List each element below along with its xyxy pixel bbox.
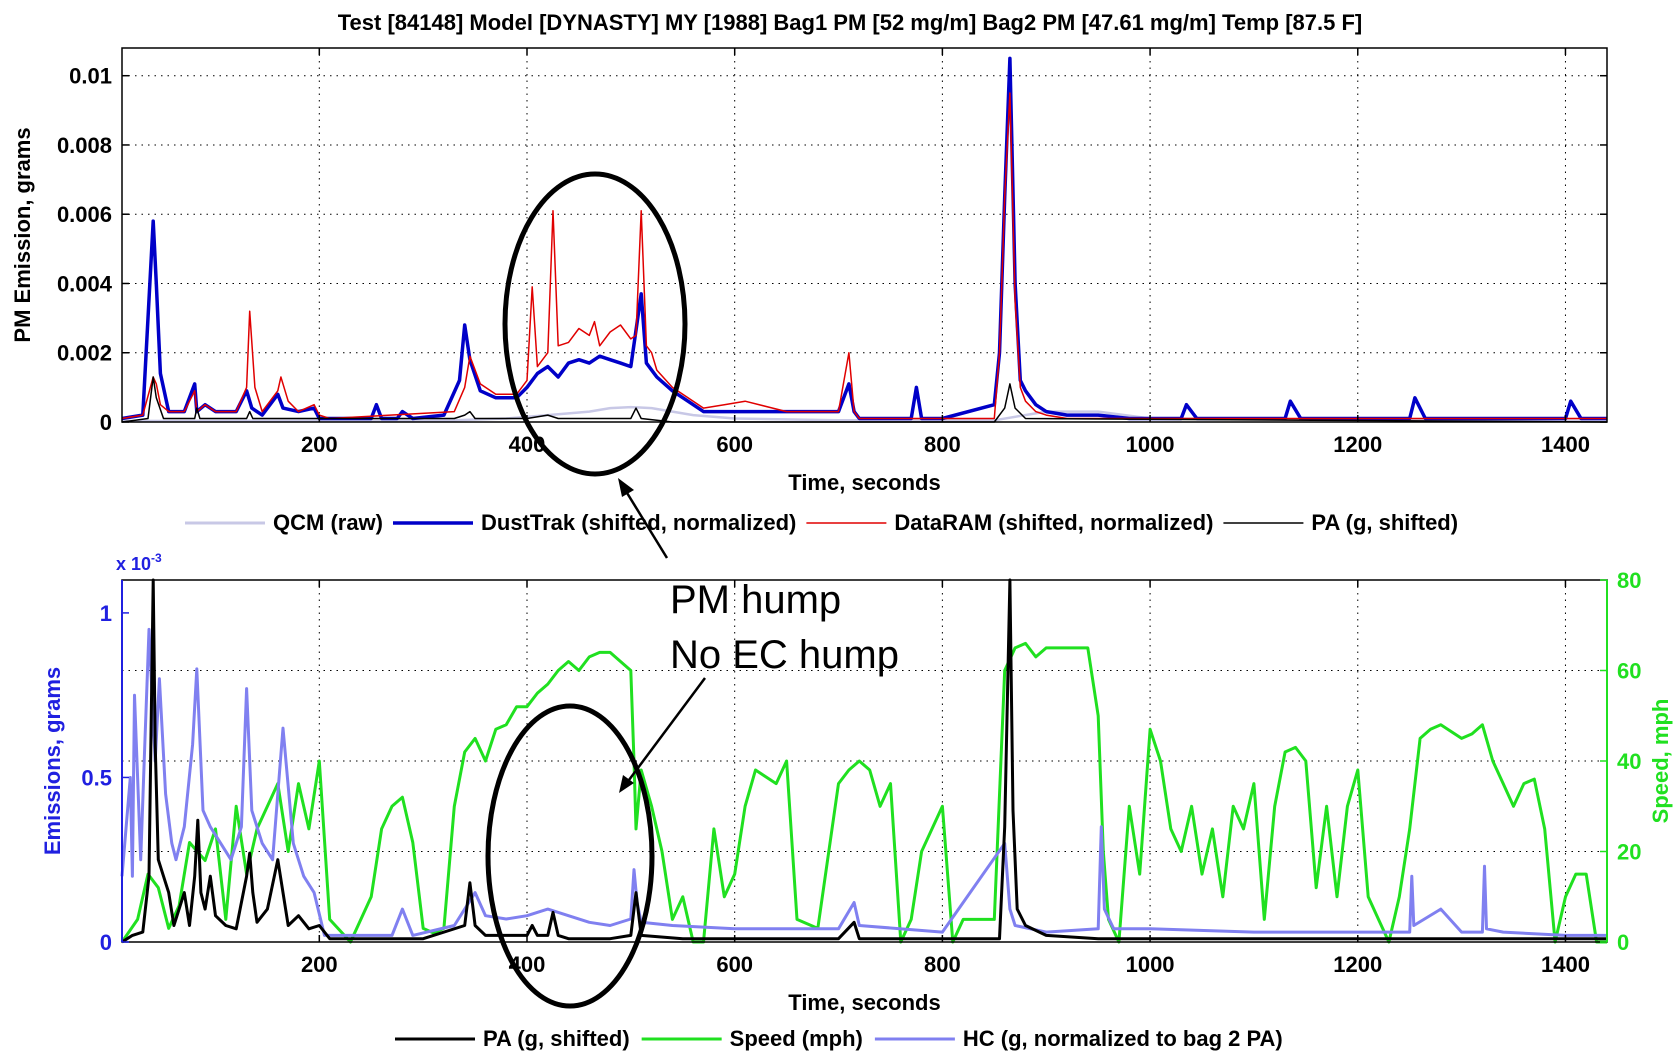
legend-label-0: QCM (raw) [273,510,383,535]
annotation-ellipse-bottom [485,703,655,1009]
y-tick-label: 0 [100,930,112,955]
y-tick-label: 0.5 [81,765,112,790]
x-tick-label: 1400 [1541,432,1590,457]
legend-label-2: DataRAM (shifted, normalized) [894,510,1213,535]
bottom-y-multiplier: x 10-3 [116,551,162,574]
x-tick-label: 1000 [1126,432,1175,457]
bottom-chart-legend: PA (g, shifted) Speed (mph) HC (g, normali… [395,1026,1283,1051]
top-chart-title: Test [84148] Model [DYNASTY] MY [1988] B… [338,10,1362,35]
legend-label-1: Speed (mph) [730,1026,863,1051]
y2-tick-label: 40 [1617,749,1641,774]
series-line-0 [120,641,1607,944]
y-multiplier-exponent: -3 [151,551,162,565]
x-tick-label: 1000 [1126,952,1175,977]
x-tick-label: 600 [716,952,753,977]
annotation-pm-hump: PM hump [670,578,841,622]
y2-tick-label: 60 [1617,659,1641,684]
y-tick-label: 1 [100,601,112,626]
y-tick-label: 0.004 [57,271,113,296]
x-tick-label: 800 [924,952,961,977]
top-chart-legend: QCM (raw) DustTrak (shifted, normalized) D… [185,510,1458,535]
y-tick-label: 0.01 [69,64,112,89]
series-line-1 [120,627,1607,937]
y-tick-label: 0.002 [57,341,112,366]
bottom-chart-series [120,578,1607,944]
annotation-no-ec-hump: No EC hump [670,633,899,677]
x-tick-label: 1200 [1333,432,1382,457]
x-tick-label: 1400 [1541,952,1590,977]
top-chart-frame [121,47,1608,423]
x-tick-label: 800 [924,432,961,457]
y-tick-label: 0 [100,410,112,435]
y2-tick-label: 80 [1617,568,1641,593]
top-chart-ticks: 200 400 600 800 1000 1200 140000.0020.0040.006… [57,48,1607,457]
top-y-axis-label: PM Emission, grams [10,127,35,342]
x-tick-label: 1200 [1333,952,1382,977]
annotation-ellipse-top [502,171,688,477]
y-tick-label: 0.006 [57,202,112,227]
x-tick-label: 600 [716,432,753,457]
x-tick-label: 200 [301,952,338,977]
series-line-2 [121,92,1607,420]
series-line-0 [121,405,1608,423]
bottom-y-axis-label: Emissions, grams [40,667,65,855]
annotation-arrow-up [618,478,669,559]
legend-label-2: HC (g, normalized to bag 2 PA) [963,1026,1283,1051]
annotation-arrow-down [619,677,707,793]
y2-tick-label: 20 [1617,840,1641,865]
series-line-2 [121,578,1607,944]
x-tick-label: 200 [301,432,338,457]
y-tick-label: 0.008 [57,133,112,158]
bottom-y2-axis-label: Speed, mph [1648,699,1673,824]
bottom-x-axis-label: Time, seconds [788,990,940,1015]
top-x-axis-label: Time, seconds [788,470,940,495]
legend-label-0: PA (g, shifted) [483,1026,630,1051]
legend-label-3: PA (g, shifted) [1311,510,1458,535]
y2-tick-label: 0 [1617,930,1629,955]
y-multiplier-base: x 10 [116,554,151,574]
